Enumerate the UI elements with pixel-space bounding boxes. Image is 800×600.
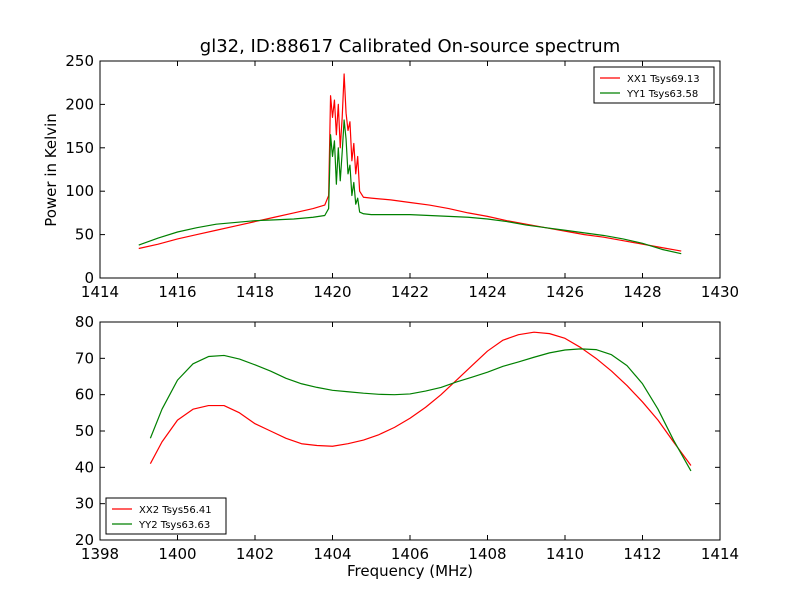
bottom-series-layer	[149, 331, 692, 472]
bottom-x-tick-label: 1402	[236, 545, 274, 563]
bottom-y-tick-label: 70	[75, 349, 94, 367]
y-axis-label: Power in Kelvin	[42, 113, 60, 227]
bottom-legend-label-1: XX2 Tsys56.41	[139, 505, 212, 516]
bottom-x-tick-label: 1398	[81, 545, 119, 563]
bottom-x-tick-label: 1408	[468, 545, 506, 563]
top-y-tick-label: 150	[65, 139, 94, 157]
top-x-tick-label: 1426	[546, 283, 584, 301]
bottom-plot-frame	[99, 321, 721, 541]
x-axis-label: Frequency (MHz)	[347, 562, 473, 580]
bottom-legend-box	[105, 497, 227, 535]
bottom-y-tick-label: 60	[75, 386, 94, 404]
top-legend-box	[593, 66, 715, 104]
top-y-tick-label: 0	[84, 269, 94, 287]
bottom-series-line-1	[149, 331, 692, 466]
bottom-y-tick-label: 50	[75, 422, 94, 440]
top-x-tick-label: 1428	[623, 283, 661, 301]
bottom-x-tick-label: 1404	[313, 545, 351, 563]
bottom-x-tick-label: 1400	[158, 545, 196, 563]
bottom-x-tick-label: 1410	[546, 545, 584, 563]
bottom-x-tick-label: 1406	[391, 545, 429, 563]
top-legend-label-1: XX1 Tsys69.13	[627, 74, 700, 85]
bottom-y-tick-label: 80	[75, 313, 94, 331]
bottom-x-tick-label: 1414	[701, 545, 739, 563]
bottom-y-tick-label: 30	[75, 495, 94, 513]
top-y-tick-label: 50	[75, 226, 94, 244]
top-series-layer	[138, 73, 682, 255]
top-x-tick-label: 1420	[313, 283, 351, 301]
top-x-tick-label: 1424	[468, 283, 506, 301]
bottom-legend-label-2: YY2 Tsys63.63	[138, 520, 210, 531]
top-x-tick-label: 1430	[701, 283, 739, 301]
bottom-tick-layer: 1398 1400 1402 1404 1406 1408 1410 1412 1414 20 30…	[75, 313, 739, 563]
top-y-tick-label: 100	[65, 182, 94, 200]
top-legend: XX1 Tsys69.13 YY1 Tsys63.58	[593, 66, 715, 104]
top-x-tick-label: 1422	[391, 283, 429, 301]
chart-title: gl32, ID:88617 Calibrated On-source spec…	[200, 36, 620, 57]
top-spectrum-plot: gl32, ID:88617 Calibrated On-source spec…	[42, 36, 739, 301]
top-x-tick-label: 1418	[236, 283, 274, 301]
bottom-spectrum-plot: 1398 1400 1402 1404 1406 1408 1410 1412 1414 20 30…	[75, 313, 739, 580]
top-tick-layer: 1414 1416 1418 1420 1422 1424 1426 1428 1430 0 50 1…	[65, 52, 739, 301]
top-series-line-2	[138, 119, 682, 255]
top-x-tick-label: 1416	[158, 283, 196, 301]
top-x-tick-label: 1414	[81, 283, 119, 301]
top-y-tick-label: 250	[65, 52, 94, 70]
bottom-legend: XX2 Tsys56.41 YY2 Tsys63.63	[105, 497, 227, 535]
bottom-y-tick-label: 40	[75, 458, 94, 476]
top-legend-label-2: YY1 Tsys63.58	[626, 89, 698, 100]
bottom-y-tick-label: 20	[75, 531, 94, 549]
top-y-tick-label: 200	[65, 95, 94, 113]
bottom-series-line-2	[149, 348, 692, 472]
top-plot-frame	[99, 60, 721, 279]
bottom-x-tick-label: 1412	[623, 545, 661, 563]
